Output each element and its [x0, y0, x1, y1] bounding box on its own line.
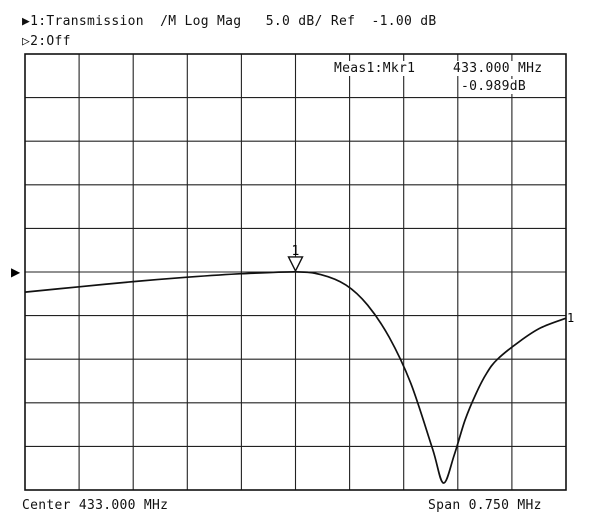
plot-frame	[24, 53, 567, 491]
marker-readout-value: -0.989dB	[460, 79, 528, 94]
channel2-status: ▷2:Off	[22, 34, 71, 49]
marker-readout-frequency: 433.000 MHz	[452, 61, 544, 76]
graticule	[25, 54, 566, 490]
marker-triangle-icon	[287, 256, 304, 273]
trace-end-label: 1	[567, 311, 574, 325]
center-frequency: Center 433.000 MHz	[22, 498, 169, 513]
reference-position-arrow: ▶	[11, 265, 21, 279]
marker-readout-label: Meas1:Mkr1	[333, 61, 417, 76]
marker-1[interactable]: 1	[287, 244, 304, 273]
span-frequency: Span 0.750 MHz	[428, 498, 542, 513]
channel1-status: ▶1:Transmission /M Log Mag 5.0 dB/ Ref -…	[22, 14, 437, 29]
marker-number: 1	[292, 244, 300, 259]
transmission-trace	[24, 271, 567, 484]
